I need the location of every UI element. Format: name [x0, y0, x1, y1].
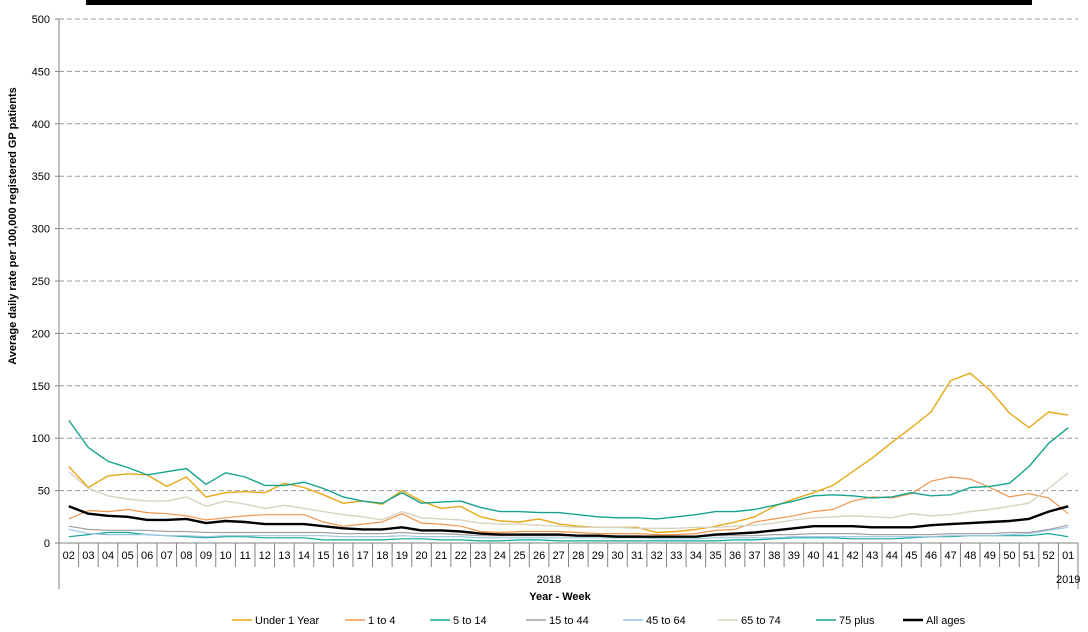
- y-tick-label: 50: [38, 486, 50, 498]
- x-tick-label: 23: [474, 550, 486, 562]
- x-tick-label: 25: [513, 550, 525, 562]
- x-tick-label: 10: [219, 550, 231, 562]
- series-line-75-plus: [68, 419, 1069, 520]
- x-tick-label: 26: [533, 550, 545, 562]
- x-tick-label: 34: [690, 550, 702, 562]
- series-lines: [68, 372, 1069, 542]
- x-tick-label: 07: [161, 550, 173, 562]
- x-tick-label: 35: [709, 550, 721, 562]
- x-tick-label: 09: [200, 550, 212, 562]
- y-tick-label: 200: [32, 328, 50, 340]
- x-tick-label: 02: [63, 550, 75, 562]
- x-tick-label: 38: [768, 550, 780, 562]
- y-tick-label: 300: [32, 224, 50, 236]
- x-tick-label: 41: [827, 550, 839, 562]
- legend-label: 45 to 64: [646, 615, 686, 627]
- series-line-5-to-14: [68, 531, 1069, 542]
- legend-label: All ages: [926, 615, 966, 627]
- x-tick-label: 27: [553, 550, 565, 562]
- x-tick-label: 40: [807, 550, 819, 562]
- x-tick-label: 39: [788, 550, 800, 562]
- x-tick-label: 30: [611, 550, 623, 562]
- x-tick-label: 14: [298, 550, 310, 562]
- x-tick-label: 24: [494, 550, 506, 562]
- x-tick-label: 37: [749, 550, 761, 562]
- legend: Under 1 Year 1 to 4 5 to 14 15 to 44 45 to 6…: [232, 615, 966, 627]
- x-tick-label: 42: [847, 550, 859, 562]
- y-tick-label: 500: [32, 14, 50, 26]
- x-tick-label: 33: [670, 550, 682, 562]
- axes: [55, 18, 1079, 589]
- gridlines: [59, 18, 1078, 492]
- series-line-1-to-4: [68, 476, 1069, 536]
- x-tick-label: 19: [396, 550, 408, 562]
- series-line-all-ages: [68, 505, 1069, 538]
- x-tick-label: 21: [435, 550, 447, 562]
- series-line-65-to-74: [68, 471, 1069, 529]
- x-tick-label: 15: [317, 550, 329, 562]
- x-tick-label: 50: [1003, 550, 1015, 562]
- x-tick-label: 16: [337, 550, 349, 562]
- x-tick-label: 08: [180, 550, 192, 562]
- x-tick-label: 18: [376, 550, 388, 562]
- legend-label: 5 to 14: [453, 615, 487, 627]
- series-line-45-to-64: [68, 526, 1069, 540]
- x-tick-label: 17: [357, 550, 369, 562]
- x-tick-label: 01: [1062, 550, 1074, 562]
- series-line-under-1-year: [68, 372, 1069, 534]
- x-tick-label: 44: [886, 550, 898, 562]
- legend-label: Under 1 Year: [255, 615, 320, 627]
- legend-label: 65 to 74: [741, 615, 781, 627]
- y-tick-label: 250: [32, 276, 50, 288]
- x-tick-label: 04: [102, 550, 114, 562]
- y-tick-label: 400: [32, 119, 50, 131]
- x-tick-label: 12: [259, 550, 271, 562]
- x-tick-label: 32: [651, 550, 663, 562]
- x-tick-label: 48: [964, 550, 976, 562]
- x-tick-label: 51: [1023, 550, 1035, 562]
- x-tick-label: 13: [278, 550, 290, 562]
- x-tick-label: 31: [631, 550, 643, 562]
- y-axis-title: Average daily rate per 100,000 registere…: [7, 87, 19, 365]
- x-tick-label: 06: [141, 550, 153, 562]
- title-bar: [86, 0, 1032, 5]
- x-tick-label: 47: [945, 550, 957, 562]
- x-tick-label: 45: [905, 550, 917, 562]
- x-tick-label: 43: [866, 550, 878, 562]
- y-tick-label: 350: [32, 171, 50, 183]
- x-axis-title: Year - Week: [529, 591, 591, 603]
- x-tick-label: 22: [455, 550, 467, 562]
- x-tick-label: 28: [572, 550, 584, 562]
- x-tick-label: 52: [1042, 550, 1054, 562]
- legend-label: 15 to 44: [549, 615, 589, 627]
- year-label: 2018: [537, 574, 561, 586]
- y-tick-label: 0: [44, 538, 50, 550]
- x-tick-label: 05: [121, 550, 133, 562]
- y-tick-label: 450: [32, 66, 50, 78]
- x-tick-label: 46: [925, 550, 937, 562]
- x-tick-label: 36: [729, 550, 741, 562]
- y-tick-label: 100: [32, 433, 50, 445]
- year-label: 2019: [1056, 574, 1080, 586]
- x-tick-label: 29: [592, 550, 604, 562]
- legend-label: 75 plus: [839, 615, 875, 627]
- x-tick-label: 20: [415, 550, 427, 562]
- x-tick-label: 49: [984, 550, 996, 562]
- x-tick-label: 03: [82, 550, 94, 562]
- legend-label: 1 to 4: [368, 615, 396, 627]
- y-tick-label: 150: [32, 381, 50, 393]
- x-tick-label: 11: [239, 550, 250, 562]
